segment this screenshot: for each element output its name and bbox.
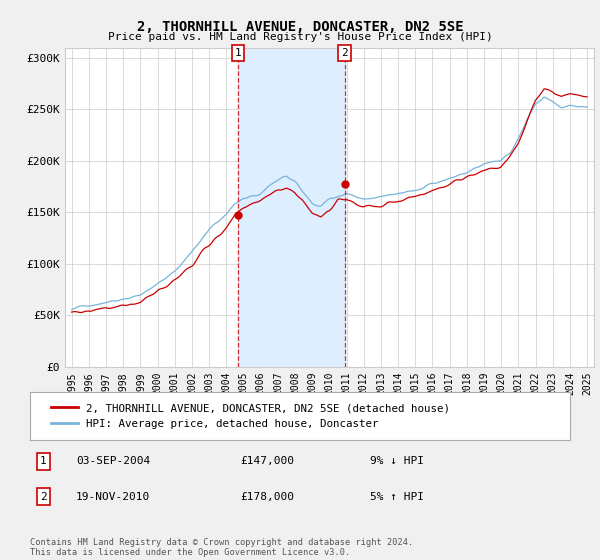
Text: 5% ↑ HPI: 5% ↑ HPI xyxy=(370,492,424,502)
Text: 9% ↓ HPI: 9% ↓ HPI xyxy=(370,456,424,466)
Text: 1: 1 xyxy=(235,48,241,58)
Bar xyxy=(238,48,344,367)
Legend: 2, THORNHILL AVENUE, DONCASTER, DN2 5SE (detached house), HPI: Average price, de: 2, THORNHILL AVENUE, DONCASTER, DN2 5SE … xyxy=(46,399,455,433)
Text: 2: 2 xyxy=(341,48,348,58)
Text: Contains HM Land Registry data © Crown copyright and database right 2024.
This d: Contains HM Land Registry data © Crown c… xyxy=(30,538,413,557)
Text: £178,000: £178,000 xyxy=(241,492,295,502)
Text: 2: 2 xyxy=(40,492,47,502)
Text: 1: 1 xyxy=(40,456,47,466)
Text: Price paid vs. HM Land Registry's House Price Index (HPI): Price paid vs. HM Land Registry's House … xyxy=(107,32,493,43)
Text: 19-NOV-2010: 19-NOV-2010 xyxy=(76,492,150,502)
Text: 2, THORNHILL AVENUE, DONCASTER, DN2 5SE: 2, THORNHILL AVENUE, DONCASTER, DN2 5SE xyxy=(137,20,463,34)
Text: £147,000: £147,000 xyxy=(241,456,295,466)
Text: 03-SEP-2004: 03-SEP-2004 xyxy=(76,456,150,466)
